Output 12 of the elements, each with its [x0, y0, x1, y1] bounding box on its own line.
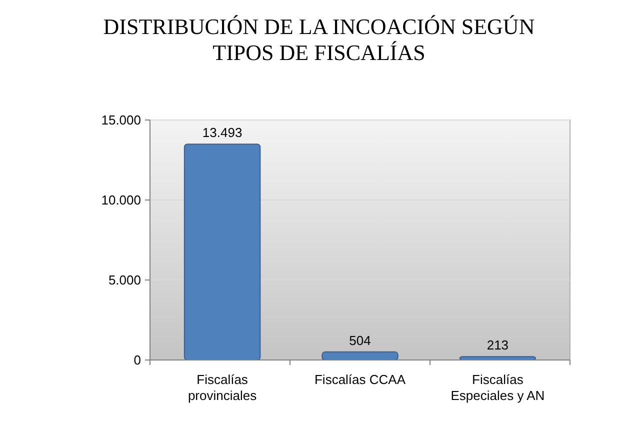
chart-title: DISTRIBUCIÓN DE LA INCOACIÓN SEGÚN TIPOS DE FISCALÍAS — [103, 14, 535, 65]
y-tick-label: 10.000 — [101, 192, 141, 208]
y-tick-label: 0 — [134, 352, 141, 368]
x-tick-label: Fiscalías provinciales — [188, 372, 258, 403]
x-tick-label: Fiscalías Especiales y AN — [450, 372, 545, 403]
data-label: 213 — [486, 338, 509, 353]
y-tick-label: 15.000 — [101, 112, 141, 128]
bar — [184, 144, 261, 360]
data-label: 504 — [349, 332, 371, 348]
y-tick-label: 5.000 — [108, 272, 141, 288]
x-tick-label: Fiscalías CCAA — [314, 372, 406, 387]
data-label: 13.493 — [202, 125, 242, 140]
